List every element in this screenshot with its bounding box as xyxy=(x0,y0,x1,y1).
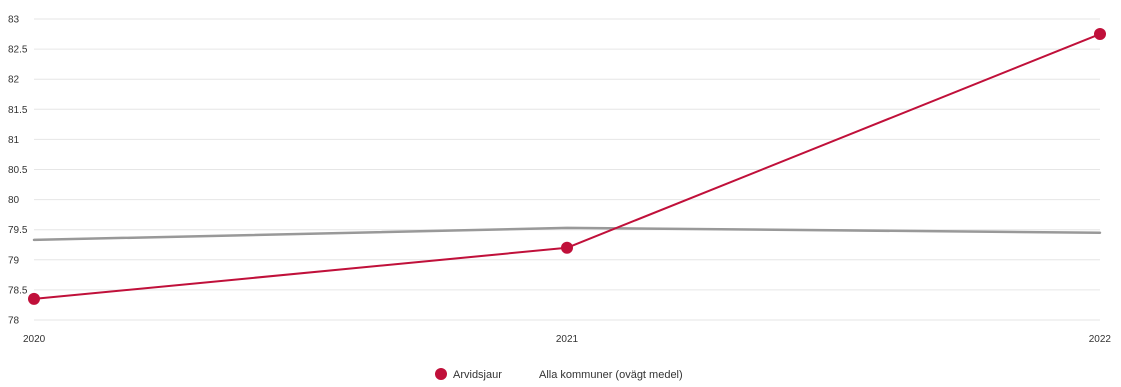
y-tick-label: 82 xyxy=(8,75,20,86)
y-tick-label: 80.5 xyxy=(8,165,28,176)
series-reference xyxy=(32,226,1102,242)
legend-marker xyxy=(435,368,447,380)
series-line xyxy=(32,226,1102,242)
y-tick-label: 83 xyxy=(8,15,20,26)
x-tick-label: 2020 xyxy=(23,334,46,345)
y-tick-label: 81.5 xyxy=(8,105,28,116)
x-axis-ticks: 2020 2021 2022 xyxy=(23,334,1111,345)
gridlines xyxy=(34,18,1100,321)
y-tick-label: 79.5 xyxy=(8,225,28,236)
y-tick-label: 79 xyxy=(8,255,20,266)
x-tick-label: 2022 xyxy=(1089,334,1112,345)
y-tick-label: 78 xyxy=(8,316,20,327)
y-tick-label: 78.5 xyxy=(8,285,28,296)
legend-label: Arvidsjaur xyxy=(453,369,502,381)
series-line xyxy=(33,33,1101,300)
x-tick-label: 2021 xyxy=(556,334,579,345)
legend-item[interactable]: Arvidsjaur xyxy=(435,368,502,381)
y-tick-label: 82.5 xyxy=(8,45,28,56)
series-lines xyxy=(28,28,1106,305)
y-tick-label: 81 xyxy=(8,135,20,146)
legend-label: Alla kommuner (ovägt medel) xyxy=(539,369,683,381)
legend: Arvidsjaur Alla kommuner (ovägt medel) xyxy=(435,368,683,381)
data-point[interactable] xyxy=(561,241,573,254)
data-point[interactable] xyxy=(28,292,40,305)
y-axis-ticks: 83 82.5 82 81.5 81 80.5 80 79.5 79 78.5 78 xyxy=(8,15,28,327)
data-point[interactable] xyxy=(1094,28,1106,41)
legend-item[interactable]: Alla kommuner (ovägt medel) xyxy=(539,369,683,381)
series-primary xyxy=(28,28,1106,305)
y-tick-label: 80 xyxy=(8,195,20,206)
